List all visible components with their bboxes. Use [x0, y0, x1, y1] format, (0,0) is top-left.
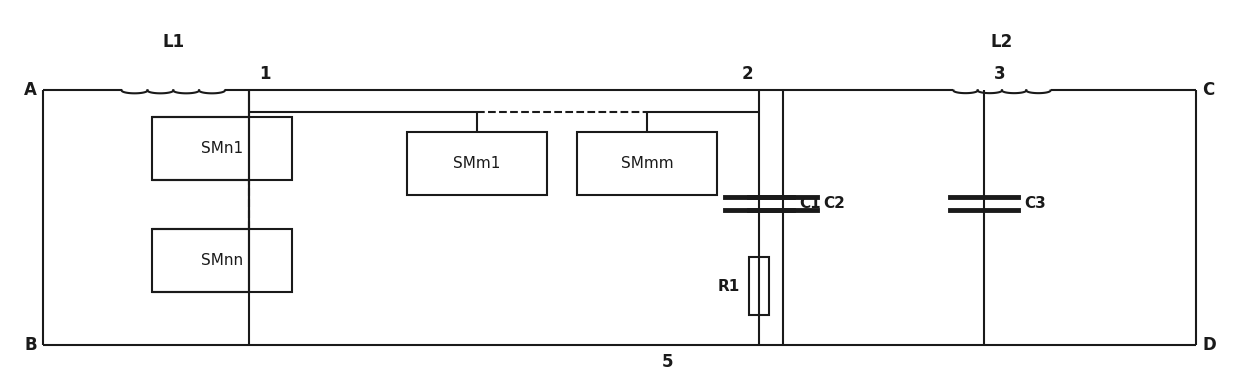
Text: C1: C1: [799, 196, 820, 211]
Text: A: A: [24, 81, 37, 99]
Text: D: D: [1202, 337, 1215, 354]
Bar: [152, 117, 291, 180]
Text: 3: 3: [994, 65, 1005, 83]
Text: C: C: [1202, 81, 1214, 99]
Text: C3: C3: [1023, 196, 1046, 211]
Text: SMm1: SMm1: [453, 156, 501, 171]
Text: R1: R1: [717, 278, 740, 294]
Text: SMmm: SMmm: [621, 156, 673, 171]
Text: L2: L2: [991, 33, 1014, 51]
Text: SMnn: SMnn: [201, 253, 243, 268]
Bar: [152, 229, 291, 291]
Text: 5: 5: [662, 353, 674, 371]
Bar: [406, 132, 546, 194]
Text: L1: L1: [162, 33, 185, 51]
Text: 1: 1: [259, 65, 270, 83]
Bar: [577, 132, 716, 194]
Bar: [750, 257, 769, 315]
Text: 2: 2: [741, 65, 753, 83]
Text: SMn1: SMn1: [201, 141, 243, 156]
Text: C2: C2: [824, 196, 845, 211]
Text: B: B: [24, 337, 37, 354]
